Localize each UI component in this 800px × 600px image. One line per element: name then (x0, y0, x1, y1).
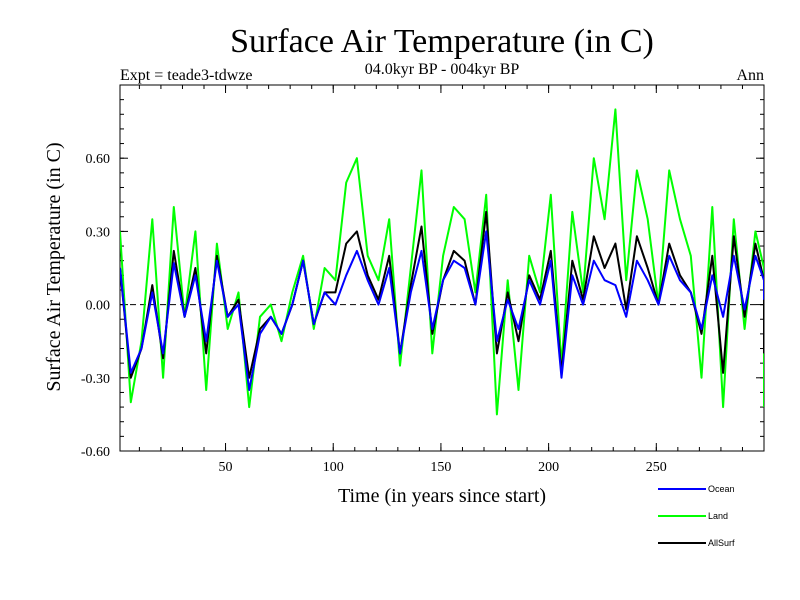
legend-label-land: Land (708, 511, 728, 521)
y-tick-label: -0.30 (81, 372, 110, 387)
x-tick-label: 250 (646, 460, 667, 475)
legend: Ocean Land AllSurf (658, 484, 735, 548)
x-tick-label: 150 (430, 460, 451, 475)
season-label: Ann (736, 67, 764, 84)
y-tick-label: 0.30 (86, 225, 111, 240)
experiment-label: Expt = teade3-tdwze (120, 67, 253, 84)
series-line-ocean (120, 230, 764, 391)
plot-area: -0.60 -0.30 0.00 0.30 0.60 50 100 150 200 250 (81, 84, 765, 475)
legend-label-ocean: Ocean (708, 484, 735, 494)
legend-label-allsurf: AllSurf (708, 538, 735, 548)
x-tick-label: 50 (219, 460, 233, 475)
y-tick-label: 0.00 (86, 299, 111, 314)
series-line-allsurf (120, 210, 764, 379)
x-axis-label: Time (in years since start) (338, 485, 546, 507)
x-tick-label: 100 (323, 460, 344, 475)
y-tick-label: -0.60 (81, 445, 110, 460)
y-axis-label: Surface Air Temperature (in C) (43, 142, 65, 391)
chart-title: Surface Air Temperature (in C) (230, 23, 654, 60)
chart-subtitle: 04.0kyr BP - 004kyr BP (365, 61, 520, 78)
series-line-land (120, 108, 764, 416)
y-tick-label: 0.60 (86, 152, 111, 167)
x-tick-label: 200 (538, 460, 559, 475)
